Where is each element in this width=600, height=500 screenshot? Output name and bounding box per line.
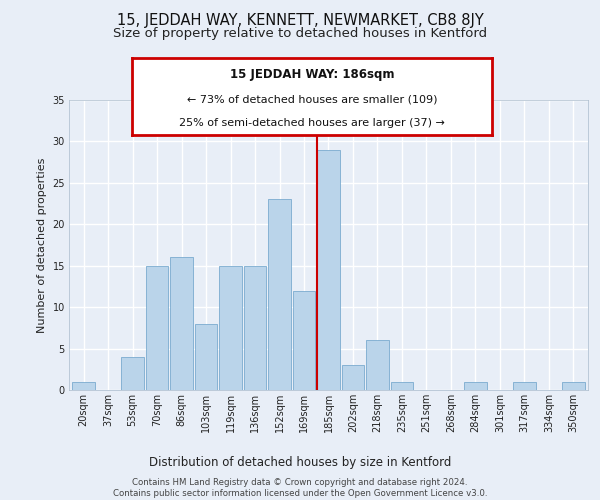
Text: 25% of semi-detached houses are larger (37) →: 25% of semi-detached houses are larger (…: [179, 118, 445, 128]
Bar: [170, 258, 193, 390]
Bar: [73, 382, 95, 390]
Bar: [464, 382, 487, 390]
Bar: [317, 150, 340, 390]
Bar: [195, 324, 217, 390]
Text: Distribution of detached houses by size in Kentford: Distribution of detached houses by size …: [149, 456, 451, 469]
Bar: [146, 266, 169, 390]
Bar: [342, 365, 364, 390]
Text: 15, JEDDAH WAY, KENNETT, NEWMARKET, CB8 8JY: 15, JEDDAH WAY, KENNETT, NEWMARKET, CB8 …: [116, 12, 484, 28]
Text: Contains public sector information licensed under the Open Government Licence v3: Contains public sector information licen…: [113, 490, 487, 498]
Bar: [562, 382, 584, 390]
Text: 15 JEDDAH WAY: 186sqm: 15 JEDDAH WAY: 186sqm: [230, 68, 394, 81]
Bar: [244, 266, 266, 390]
Bar: [391, 382, 413, 390]
Bar: [121, 357, 144, 390]
Text: ← 73% of detached houses are smaller (109): ← 73% of detached houses are smaller (10…: [187, 94, 437, 104]
Bar: [293, 290, 315, 390]
Text: Contains HM Land Registry data © Crown copyright and database right 2024.: Contains HM Land Registry data © Crown c…: [132, 478, 468, 487]
Bar: [513, 382, 536, 390]
Y-axis label: Number of detached properties: Number of detached properties: [37, 158, 47, 332]
Text: Size of property relative to detached houses in Kentford: Size of property relative to detached ho…: [113, 28, 487, 40]
Bar: [366, 340, 389, 390]
Bar: [220, 266, 242, 390]
Bar: [268, 200, 291, 390]
